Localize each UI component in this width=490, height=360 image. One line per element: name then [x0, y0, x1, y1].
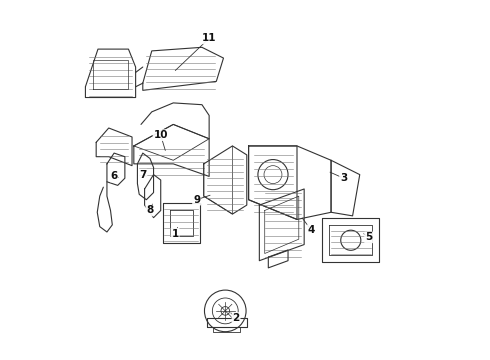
Text: 9: 9	[193, 195, 200, 205]
Text: 11: 11	[202, 33, 217, 43]
Text: 8: 8	[147, 206, 153, 216]
Text: 7: 7	[139, 170, 147, 180]
Text: 2: 2	[232, 313, 240, 323]
Text: 10: 10	[153, 130, 168, 140]
Text: 3: 3	[340, 173, 347, 183]
Text: 4: 4	[308, 225, 315, 235]
Text: 5: 5	[365, 232, 372, 242]
Text: 1: 1	[172, 229, 179, 239]
Text: 6: 6	[110, 171, 118, 181]
